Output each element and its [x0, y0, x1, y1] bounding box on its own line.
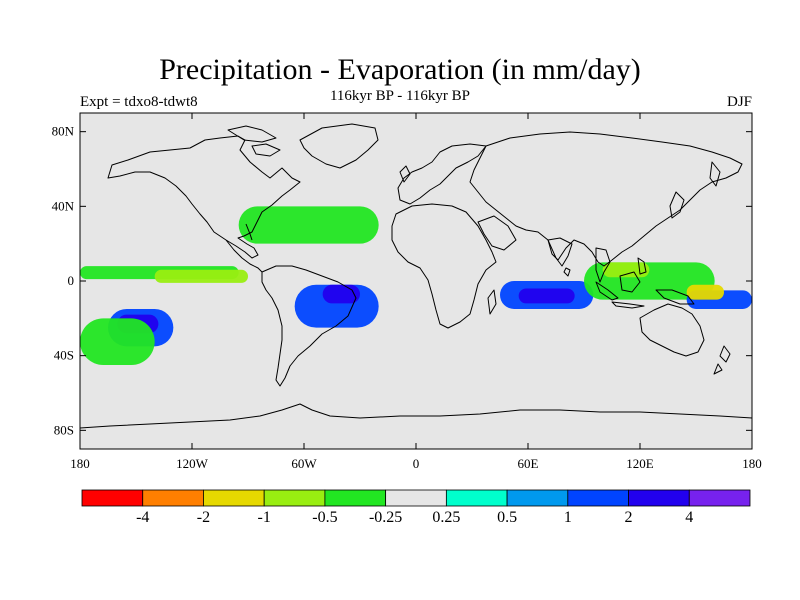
coast-borneo — [619, 271, 641, 293]
colorbar-box-2 — [203, 489, 265, 507]
coast-asia — [469, 131, 743, 267]
lat-axis: 80N 40N 0 40S 80S — [52, 124, 752, 437]
coast-central-america — [225, 239, 263, 273]
lat-tick-label-1: 40N — [52, 198, 75, 213]
coast-arctic-islands — [227, 125, 281, 157]
coast-kamchatka — [709, 161, 721, 187]
colorbar-label-3: -0.5 — [312, 509, 337, 526]
lon-axis: 180 120W 60W 0 60E 120E 180 — [70, 113, 762, 471]
colorbar-box-9 — [628, 489, 690, 507]
map-title: Precipitation - Evaporation (in mm/day) — [159, 53, 641, 86]
colorbar: -4 -2 -1 -0.5 -0.25 0.25 0.5 1 2 4 — [81, 489, 751, 526]
coast-india — [547, 237, 573, 267]
field-region-4 — [80, 318, 155, 365]
lon-tick-label-0: 180 — [70, 456, 90, 471]
coast-sumatra — [595, 281, 619, 301]
coast-japan — [669, 191, 685, 219]
coast-arabia — [477, 215, 517, 251]
lon-tick-label-2: 60W — [291, 456, 317, 471]
colorbar-box-4 — [324, 489, 387, 507]
pe-field-layer — [80, 206, 752, 365]
map-subtitle: 116kyr BP - 116kyr BP — [329, 88, 470, 104]
colorbar-box-3 — [263, 489, 326, 507]
colorbar-label-4: -0.25 — [369, 509, 402, 526]
colorbar-label-7: 1 — [564, 509, 572, 526]
coast-australia — [639, 303, 705, 357]
coast-sri-lanka — [563, 267, 571, 277]
colorbar-box-6 — [445, 489, 508, 507]
coastlines — [80, 123, 752, 429]
field-region-9 — [518, 288, 575, 304]
field-region-7 — [238, 206, 379, 244]
colorbar-label-6: 0.5 — [497, 509, 517, 526]
colorbar-label-9: 4 — [685, 509, 693, 526]
coast-greenland — [299, 123, 379, 169]
lat-tick-label-4: 80S — [54, 422, 74, 437]
colorbar-label-5: 0.25 — [432, 509, 460, 526]
field-region-11 — [602, 262, 650, 278]
lat-tick-label-3: 40S — [54, 348, 74, 363]
season-label: DJF — [726, 94, 752, 110]
coast-new-zealand — [713, 345, 731, 375]
lon-tick-label-4: 60E — [518, 456, 539, 471]
coast-madagascar — [487, 289, 497, 315]
coast-florida — [245, 223, 253, 241]
colorbar-box-8 — [567, 489, 629, 507]
colorbar-box-5 — [385, 489, 447, 507]
coast-se-asia — [595, 247, 611, 283]
lon-tick-label-1: 120W — [176, 456, 209, 471]
colorbar-label-0: -4 — [136, 509, 149, 526]
field-region-1 — [154, 269, 248, 283]
lon-tick-label-5: 120E — [626, 456, 654, 471]
coast-africa — [391, 203, 497, 329]
coast-new-guinea — [655, 289, 695, 305]
coast-south-america — [261, 265, 357, 387]
colorbar-box-7 — [506, 489, 569, 507]
coast-antarctica — [80, 403, 752, 429]
lat-tick-label-0: 80N — [52, 124, 75, 139]
experiment-label: Expt = tdxo8-tdwt8 — [80, 94, 198, 110]
lat-tick-label-2: 0 — [68, 273, 75, 288]
lon-tick-label-6: 180 — [742, 456, 762, 471]
coast-british-isles — [399, 165, 411, 183]
lon-tick-label-3: 0 — [413, 456, 420, 471]
colorbar-label-8: 2 — [625, 509, 633, 526]
colorbar-label-1: -2 — [197, 509, 210, 526]
colorbar-box-1 — [142, 489, 204, 507]
colorbar-box-0 — [81, 489, 144, 507]
colorbar-label-2: -1 — [258, 509, 271, 526]
field-region-13 — [686, 284, 724, 300]
colorbar-box-10 — [688, 489, 751, 507]
coast-java — [611, 301, 645, 309]
coast-philippines — [637, 257, 647, 275]
